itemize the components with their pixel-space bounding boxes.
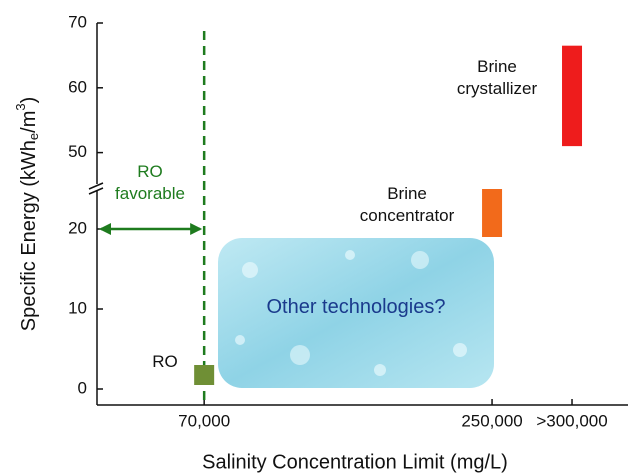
annotation: Other technologies?: [218, 296, 494, 318]
bar: [482, 189, 502, 237]
y-label-sub: e: [26, 133, 41, 140]
series-label: RO: [145, 351, 185, 373]
y-tick-label: 70: [68, 12, 87, 31]
x-tick-label: 70,000: [178, 411, 230, 430]
y-tick-label: 60: [68, 77, 87, 96]
bar: [194, 365, 214, 385]
x-axis-label: Salinity Concentration Limit (mg/L): [202, 451, 508, 473]
y-label-sup: 3: [13, 103, 28, 110]
y-tick-label: 20: [68, 218, 87, 237]
arrow-head: [99, 223, 111, 235]
arrow-head: [190, 223, 202, 235]
y-label-part: /m: [18, 111, 40, 133]
page: Salinity Concentration Limit (mg/L) Spec…: [0, 0, 641, 475]
y-label-part: ): [18, 97, 40, 104]
y-tick-label: 0: [78, 378, 87, 397]
x-tick-label: >300,000: [536, 411, 607, 430]
y-tick-label: 10: [68, 298, 87, 317]
series-label: Brine concentrator: [342, 183, 472, 227]
bar: [562, 46, 582, 146]
y-axis-label: Specific Energy (kWhe/m3): [13, 97, 41, 332]
series-label: Brine crystallizer: [442, 56, 552, 100]
x-tick-label: 250,000: [461, 411, 522, 430]
y-tick-label: 50: [68, 142, 87, 161]
annotation: RO favorable: [100, 161, 200, 205]
y-label-part: Specific Energy (kWh: [18, 140, 40, 331]
